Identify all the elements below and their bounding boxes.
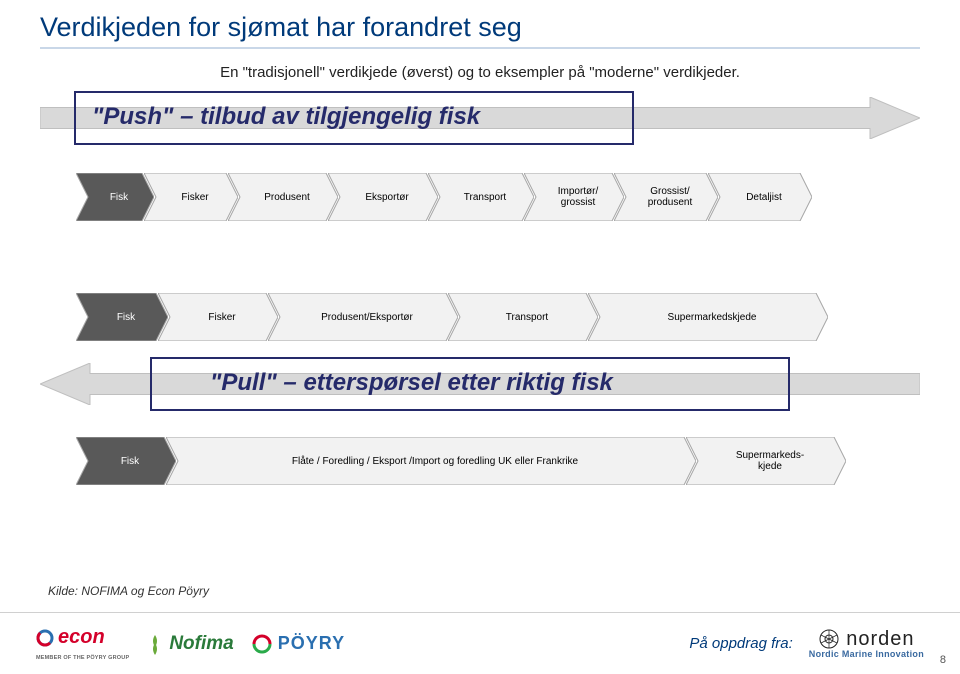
push-chain-step-6: Grossist/ produsent bbox=[614, 173, 718, 221]
commissioned-by-label: På oppdrag fra: bbox=[689, 635, 792, 652]
middle-chain-step-3-label: Transport bbox=[506, 312, 548, 324]
middle-chain-step-4: Supermarkedskjede bbox=[588, 293, 828, 341]
push-chain: Fisk Fisker Produsent Eksportør Transport Imp… bbox=[76, 173, 802, 221]
push-chain-step-4-label: Transport bbox=[464, 192, 506, 204]
middle-chain-step-2: Produsent/Eksportør bbox=[268, 293, 458, 341]
middle-chain-step-1: Fisker bbox=[158, 293, 278, 341]
slide-subtitle: En "tradisjonell" verdikjede (øverst) og… bbox=[40, 63, 920, 83]
pull-chain-step-2: Supermarkeds- kjede bbox=[686, 437, 846, 485]
middle-chain-step-0: Fisk bbox=[76, 293, 168, 341]
middle-chain: Fisk Fisker Produsent/Eksportør Transport Su… bbox=[76, 293, 818, 341]
push-chain-step-2: Produsent bbox=[228, 173, 338, 221]
slide-footer: econ MEMBER OF THE PÖYRY GROUP Nofima PÖ… bbox=[0, 612, 960, 674]
push-chain-step-6-label: Grossist/ produsent bbox=[648, 186, 692, 209]
push-chain-step-3: Eksportør bbox=[328, 173, 438, 221]
norden-logo: norden Nordic Marine Innovation bbox=[809, 628, 924, 659]
poyry-logo: PÖYRY bbox=[252, 633, 345, 654]
push-chain-step-5-label: Importør/ grossist bbox=[558, 186, 599, 209]
pull-chain-step-1-label: Flåte / Foredling / Eksport /Import og f… bbox=[292, 456, 578, 468]
pull-chain-step-0-label: Fisk bbox=[121, 456, 139, 468]
source-citation: Kilde: NOFIMA og Econ Pöyry bbox=[48, 584, 209, 598]
push-chain-step-1-label: Fisker bbox=[181, 192, 208, 204]
slide-title: Verdikjeden for sjømat har forandret seg bbox=[40, 12, 920, 49]
nofima-logo: Nofima bbox=[147, 633, 233, 655]
middle-chain-step-3: Transport bbox=[448, 293, 598, 341]
middle-chain-step-2-label: Produsent/Eksportør bbox=[321, 312, 413, 324]
push-chain-step-3-label: Eksportør bbox=[365, 192, 408, 204]
push-chain-step-2-label: Produsent bbox=[264, 192, 310, 204]
middle-chain-step-1-label: Fisker bbox=[208, 312, 235, 324]
pull-chain-step-1: Flåte / Foredling / Eksport /Import og f… bbox=[166, 437, 696, 485]
push-chain-step-0-label: Fisk bbox=[110, 192, 128, 204]
page-number: 8 bbox=[940, 654, 946, 666]
middle-chain-step-4-label: Supermarkedskjede bbox=[668, 312, 757, 324]
push-chain-step-5: Importør/ grossist bbox=[524, 173, 624, 221]
push-chain-step-7-label: Detaljist bbox=[746, 192, 782, 204]
value-chain-diagram: "Push" – tilbud av tilgjengelig fisk Fisk… bbox=[40, 97, 920, 517]
push-chain-step-4: Transport bbox=[428, 173, 534, 221]
push-chain-step-0: Fisk bbox=[76, 173, 154, 221]
pull-label: "Pull" – etterspørsel etter riktig fisk bbox=[210, 369, 613, 397]
econ-logo: econ MEMBER OF THE PÖYRY GROUP bbox=[36, 626, 129, 661]
middle-chain-step-0-label: Fisk bbox=[117, 312, 135, 324]
pull-chain-step-0: Fisk bbox=[76, 437, 176, 485]
push-chain-step-7: Detaljist bbox=[708, 173, 812, 221]
pull-chain: Fisk Flåte / Foredling / Eksport /Import … bbox=[76, 437, 836, 485]
push-chain-step-1: Fisker bbox=[144, 173, 238, 221]
pull-chain-step-2-label: Supermarkeds- kjede bbox=[736, 450, 804, 473]
push-label: "Push" – tilbud av tilgjengelig fisk bbox=[92, 103, 480, 131]
